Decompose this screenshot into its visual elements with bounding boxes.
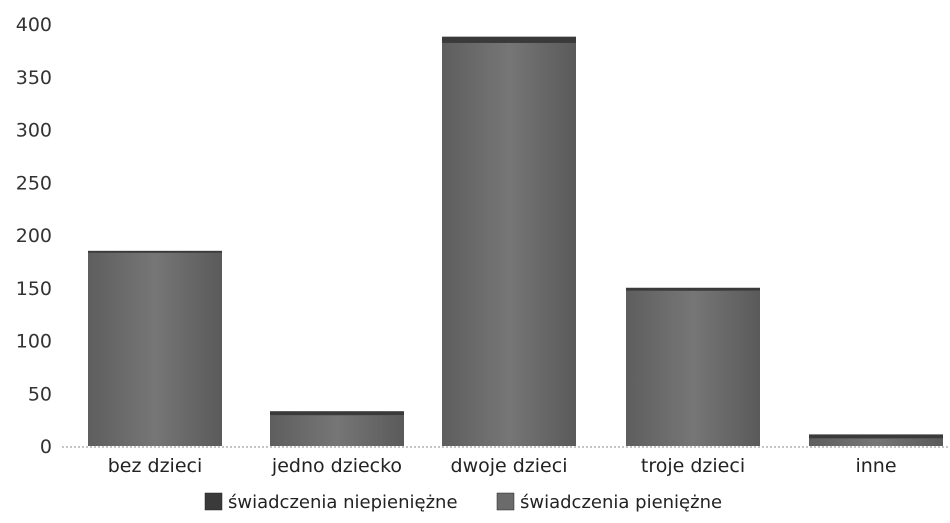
bar-niepieniezne-3 — [626, 287, 760, 291]
bar-pieniezne-1 — [270, 415, 404, 446]
bar-pieniezne-2 — [442, 42, 576, 447]
x-tick-label: bez dzieci — [108, 455, 203, 477]
y-tick-label: 100 — [16, 331, 52, 353]
y-tick-label: 200 — [16, 225, 52, 247]
bars-group — [88, 36, 943, 447]
y-tick-label: 300 — [16, 120, 52, 142]
bar-pieniezne-3 — [626, 290, 760, 446]
y-axis: 0 50 100 150 200 250 300 350 400 — [16, 14, 52, 458]
bar-pieniezne-0 — [88, 252, 222, 446]
legend-label: świadczenia niepieniężne — [228, 492, 458, 513]
bar-niepieniezne-1 — [270, 411, 404, 416]
bar-niepieniezne-4 — [809, 434, 943, 439]
y-tick-label: 150 — [16, 278, 52, 300]
x-tick-label: dwoje dzieci — [451, 455, 568, 477]
bar-niepieniezne-2 — [442, 36, 576, 43]
x-tick-label: troje dzieci — [641, 455, 745, 477]
y-tick-label: 250 — [16, 172, 52, 194]
y-tick-label: 400 — [16, 14, 52, 36]
bar-niepieniezne-0 — [88, 250, 222, 253]
legend-swatch — [204, 492, 223, 511]
legend-label: świadczenia pieniężne — [520, 492, 722, 513]
y-tick-label: 0 — [40, 436, 52, 458]
x-axis-labels: bez dzieci jedno dziecko dwoje dzieci troje… — [108, 455, 897, 477]
y-tick-label: 50 — [28, 383, 52, 405]
legend-swatch — [496, 492, 515, 511]
x-tick-label: jedno dziecko — [271, 455, 402, 477]
y-tick-label: 350 — [16, 67, 52, 89]
bar-pieniezne-4 — [809, 438, 943, 446]
x-tick-label: inne — [855, 455, 896, 477]
legend: świadczenia niepieniężne świadczenia pien… — [204, 492, 722, 513]
